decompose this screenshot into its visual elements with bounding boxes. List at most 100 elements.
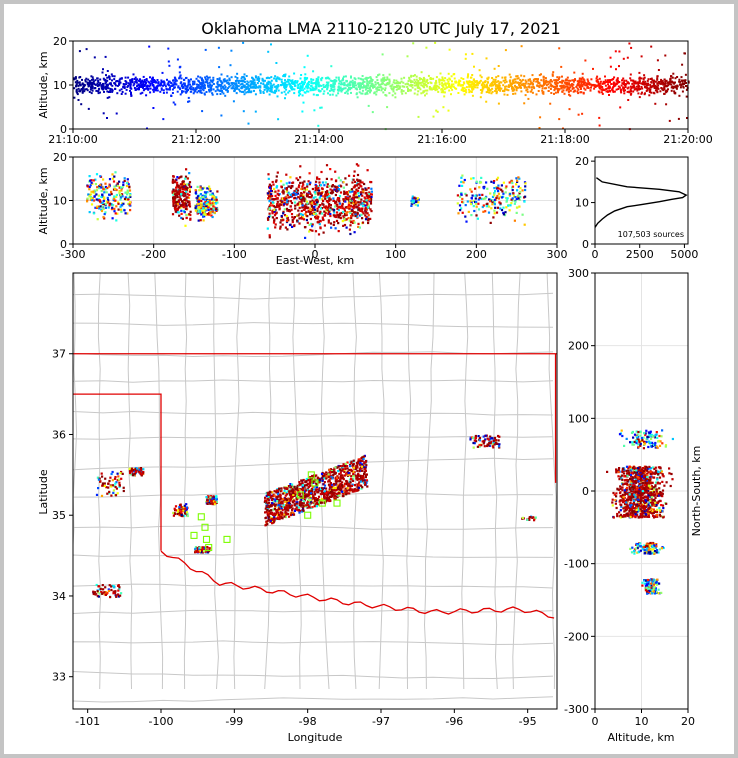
source-point bbox=[155, 89, 158, 92]
source-point bbox=[127, 76, 130, 79]
source-point bbox=[324, 211, 327, 215]
source-point bbox=[553, 89, 556, 92]
source-point bbox=[273, 517, 277, 520]
source-point bbox=[271, 520, 274, 523]
source-point bbox=[306, 54, 309, 57]
source-point bbox=[350, 220, 353, 223]
source-point bbox=[331, 84, 334, 87]
source-point bbox=[663, 92, 666, 95]
source-point bbox=[255, 76, 257, 79]
source-point bbox=[370, 82, 373, 85]
source-point bbox=[339, 213, 342, 216]
source-point bbox=[629, 77, 632, 80]
source-point bbox=[94, 83, 97, 86]
source-point bbox=[298, 222, 301, 225]
source-point bbox=[281, 83, 284, 86]
source-point bbox=[204, 78, 207, 81]
source-point bbox=[668, 80, 671, 83]
source-point bbox=[424, 84, 427, 86]
source-point bbox=[236, 87, 239, 90]
source-point bbox=[118, 78, 121, 81]
source-point bbox=[142, 82, 145, 85]
source-point bbox=[343, 217, 346, 220]
source-point bbox=[461, 174, 464, 177]
source-point bbox=[283, 74, 286, 76]
source-point bbox=[176, 192, 180, 196]
source-point bbox=[365, 211, 368, 214]
source-point bbox=[103, 213, 106, 216]
source-point bbox=[313, 208, 317, 211]
source-point bbox=[199, 87, 202, 90]
source-point bbox=[407, 87, 409, 90]
source-point bbox=[259, 91, 262, 94]
source-point bbox=[273, 218, 276, 221]
source-point bbox=[415, 78, 418, 81]
source-point bbox=[555, 80, 558, 83]
source-point bbox=[525, 80, 528, 83]
source-point bbox=[599, 80, 602, 83]
source-point bbox=[685, 88, 688, 91]
source-point bbox=[515, 86, 518, 89]
source-point bbox=[313, 191, 317, 194]
source-point bbox=[81, 91, 84, 94]
source-point bbox=[594, 84, 597, 87]
source-point bbox=[386, 76, 389, 79]
source-point bbox=[98, 207, 101, 210]
source-point bbox=[334, 205, 337, 208]
source-point bbox=[317, 221, 320, 224]
source-point bbox=[123, 209, 126, 212]
source-point bbox=[186, 196, 189, 199]
source-point bbox=[325, 164, 329, 167]
source-point bbox=[516, 180, 519, 183]
source-point bbox=[339, 86, 342, 89]
source-point bbox=[251, 82, 254, 85]
source-point bbox=[98, 187, 101, 190]
source-point bbox=[285, 491, 288, 495]
source-point bbox=[390, 87, 393, 90]
source-point bbox=[333, 221, 336, 224]
source-point bbox=[127, 82, 130, 85]
source-point bbox=[670, 89, 673, 92]
source-point bbox=[542, 76, 545, 79]
source-point bbox=[267, 88, 270, 91]
source-point bbox=[646, 84, 649, 87]
source-point bbox=[598, 77, 601, 80]
source-point bbox=[245, 91, 248, 94]
source-point bbox=[422, 80, 424, 83]
source-point bbox=[319, 204, 322, 207]
source-point bbox=[618, 81, 621, 83]
source-point bbox=[178, 202, 181, 205]
source-point bbox=[311, 213, 314, 216]
source-point bbox=[283, 82, 286, 85]
source-point bbox=[595, 77, 598, 80]
source-point bbox=[540, 85, 543, 87]
source-point bbox=[311, 209, 314, 212]
source-point bbox=[315, 480, 318, 483]
source-point bbox=[415, 81, 418, 84]
source-point bbox=[335, 214, 338, 217]
source-point bbox=[590, 86, 592, 89]
source-point bbox=[283, 90, 286, 93]
source-point bbox=[410, 202, 413, 205]
source-point bbox=[352, 479, 355, 482]
source-point bbox=[352, 219, 355, 223]
source-point bbox=[345, 80, 348, 83]
source-point bbox=[259, 73, 262, 76]
x-tick-label: -100 bbox=[222, 248, 247, 261]
source-point bbox=[578, 77, 581, 80]
source-point bbox=[470, 83, 473, 86]
source-point bbox=[89, 197, 92, 200]
source-point bbox=[349, 484, 352, 488]
source-point bbox=[274, 226, 277, 229]
source-point bbox=[89, 88, 92, 91]
source-point bbox=[314, 212, 317, 215]
source-point bbox=[79, 83, 81, 86]
y-tick-label: 0 bbox=[60, 238, 67, 251]
source-point bbox=[568, 93, 570, 96]
source-point bbox=[106, 186, 109, 190]
source-point bbox=[493, 187, 496, 190]
source-point bbox=[333, 88, 336, 91]
source-point bbox=[336, 204, 339, 207]
source-point bbox=[303, 66, 306, 69]
source-point bbox=[292, 181, 295, 184]
